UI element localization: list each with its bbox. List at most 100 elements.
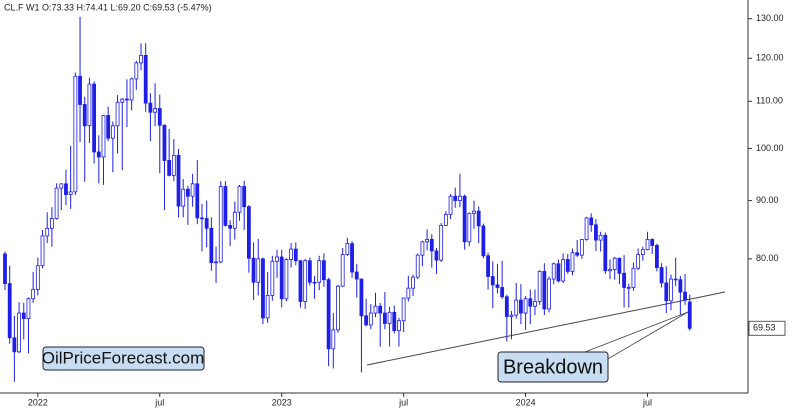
- candle-body: [411, 276, 415, 289]
- candle-body: [392, 311, 397, 332]
- candle-body: [3, 253, 7, 284]
- candle-body: [476, 210, 481, 227]
- candle-body: [537, 270, 542, 302]
- candle-body: [504, 296, 509, 317]
- x-tick-label: 2024: [516, 397, 536, 407]
- x-tick-label: jul: [154, 397, 164, 407]
- candle-body: [78, 75, 82, 105]
- candle-body: [59, 183, 64, 189]
- x-tick-label: 2022: [28, 397, 48, 407]
- candle-body: [420, 241, 425, 256]
- y-tick-label: 120.00: [756, 53, 784, 63]
- candle-body: [129, 78, 134, 101]
- candle-body: [401, 297, 406, 322]
- candle-body: [673, 278, 678, 281]
- y-tick-label: 90.00: [756, 195, 779, 205]
- candle-body: [565, 259, 570, 272]
- candle-body: [312, 281, 317, 284]
- candle-body: [242, 186, 247, 208]
- candle-body: [68, 191, 73, 195]
- candle-body: [542, 270, 547, 310]
- candle-body: [209, 227, 214, 263]
- candle-body: [650, 239, 655, 246]
- candle-body: [256, 258, 261, 283]
- candle-body: [659, 267, 664, 284]
- candle-body: [12, 337, 17, 353]
- candle-body: [533, 301, 537, 307]
- x-tick-label: jul: [398, 397, 408, 407]
- candle-body: [265, 295, 270, 319]
- candle-body: [626, 287, 631, 289]
- last-price-label: 69.53: [753, 323, 776, 333]
- candle-body: [96, 151, 101, 158]
- candle-body: [622, 272, 626, 288]
- candle-body: [397, 320, 401, 332]
- candle-body: [345, 243, 350, 255]
- candle-body: [481, 225, 486, 257]
- candle-body: [307, 260, 312, 283]
- candle-body: [336, 285, 340, 331]
- candle-body: [101, 115, 106, 158]
- candle-body: [528, 298, 533, 307]
- candle-body: [40, 235, 45, 267]
- watermark: OilPriceForecast.com: [42, 348, 204, 367]
- candle-body: [45, 227, 50, 237]
- candle-body: [120, 98, 125, 103]
- annotation-box: [497, 351, 609, 383]
- candle-body: [7, 283, 12, 339]
- candle-body: [134, 62, 139, 80]
- candle-body: [284, 259, 289, 300]
- watermark-box: [42, 346, 205, 371]
- candle-body: [246, 206, 251, 259]
- candle-body: [575, 252, 580, 256]
- candle-body: [54, 187, 59, 219]
- trend-line: [366, 291, 726, 366]
- candle-body: [579, 239, 584, 256]
- candle-body: [598, 234, 603, 241]
- candle-body: [603, 234, 608, 272]
- candle-body: [190, 183, 195, 197]
- candle-body: [612, 257, 617, 270]
- candle-body: [350, 243, 354, 273]
- candle-body: [594, 224, 598, 241]
- candle-body: [486, 255, 490, 277]
- candle-body: [467, 212, 472, 243]
- candle-body: [73, 75, 78, 193]
- legend-text: CL.F W1 O:73.33 H:74.41 L:69.20 C:69.53 …: [4, 2, 212, 12]
- candle-body: [354, 271, 359, 280]
- candle-body: [519, 299, 523, 314]
- candle-body: [443, 214, 448, 226]
- candle-body: [495, 284, 500, 288]
- candle-body: [472, 210, 476, 214]
- candle-body: [406, 287, 411, 299]
- candle-body: [87, 83, 92, 127]
- candle-body: [429, 239, 434, 252]
- candle-body: [561, 259, 566, 282]
- candle-body: [275, 256, 279, 262]
- candle-body: [359, 278, 364, 317]
- candle-body: [636, 254, 641, 269]
- candle-body: [669, 278, 673, 302]
- candle-body: [232, 211, 237, 229]
- candle-body: [303, 260, 308, 302]
- candle-body: [687, 301, 692, 329]
- candle-body: [382, 312, 387, 324]
- candle-body: [655, 245, 659, 268]
- candle-body: [204, 218, 209, 229]
- candle-body: [523, 298, 528, 314]
- candle-body: [331, 329, 336, 350]
- candle-body: [186, 188, 190, 197]
- candle-body: [21, 312, 26, 319]
- y-tick-label: 110.00: [756, 96, 783, 106]
- candle-body: [326, 279, 331, 350]
- candle-body: [500, 287, 505, 298]
- candle-body: [176, 155, 181, 207]
- y-tick-label: 80.00: [756, 253, 779, 263]
- candle-body: [322, 260, 326, 281]
- candle-body: [678, 279, 683, 293]
- candle-body: [458, 195, 462, 201]
- candle-body: [509, 314, 514, 317]
- candle-body: [640, 249, 645, 255]
- candle-body: [110, 125, 115, 139]
